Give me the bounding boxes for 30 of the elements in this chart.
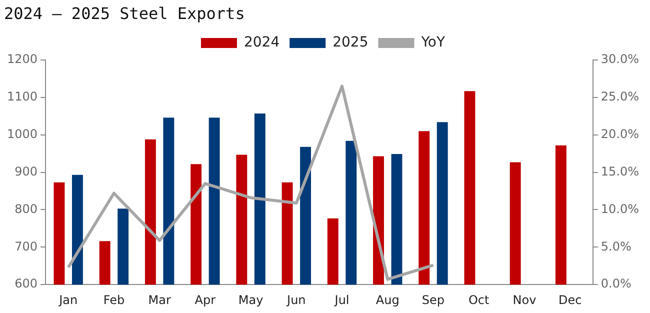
x-tick-label: Dec (558, 292, 582, 307)
y2-tick-label: 30.0% (600, 52, 640, 66)
y-tick-label: 600 (14, 276, 38, 291)
y2-tick-label: 25.0% (600, 90, 640, 104)
x-tick-label: Feb (103, 292, 125, 307)
x-tick-label: Sep (422, 292, 445, 307)
y-tick-label: 800 (14, 202, 38, 216)
y2-tick-label: 10.0% (600, 202, 640, 216)
x-tick-label: Mar (148, 292, 171, 307)
y-tick-label: 1100 (6, 90, 38, 104)
y2-tick-label: 0.0% (600, 276, 632, 291)
chart-title: 2024 – 2025 Steel Exports (4, 4, 245, 23)
x-tick-label: Jun (286, 292, 306, 307)
legend-label: 2024 (244, 34, 280, 51)
x-tick-label: May (238, 292, 264, 307)
y2-tick-label: 20.0% (600, 126, 640, 141)
y-tick-label: 900 (14, 164, 38, 178)
x-tick-label: Oct (468, 292, 490, 307)
legend-label: YoY (420, 34, 446, 51)
y-tick-label: 1000 (6, 126, 38, 141)
legend-label: 2025 (332, 34, 368, 51)
x-tick-label: Apr (194, 292, 216, 307)
y-tick-label: 1200 (6, 52, 38, 66)
y-tick-label: 700 (14, 239, 38, 254)
x-tick-label: Jan (58, 292, 78, 307)
x-tick-label: Jul (334, 292, 350, 307)
x-tick-label: Aug (376, 292, 400, 307)
x-tick-label: Nov (512, 292, 536, 307)
y2-tick-label: 15.0% (600, 164, 640, 178)
y2-tick-label: 5.0% (600, 239, 632, 254)
